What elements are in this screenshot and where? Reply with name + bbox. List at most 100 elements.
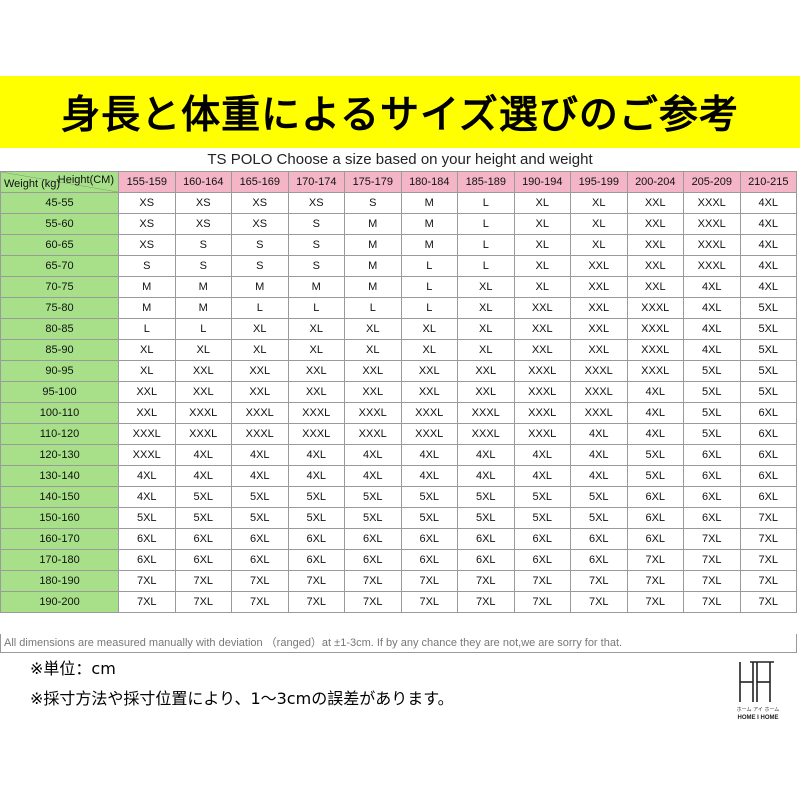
size-cell: 6XL: [174, 528, 232, 550]
size-cell: XXL: [400, 381, 458, 403]
size-cell: XL: [513, 192, 571, 214]
size-cell: 5XL: [513, 507, 571, 529]
size-cell: 6XL: [457, 528, 515, 550]
size-cell: 5XL: [513, 486, 571, 508]
size-cell: XS: [287, 192, 345, 214]
size-cell: XXXL: [457, 423, 515, 445]
size-cell: 6XL: [739, 486, 797, 508]
size-cell: XXL: [118, 381, 176, 403]
size-cell: XXXL: [570, 381, 628, 403]
size-cell: S: [118, 255, 176, 277]
size-cell: 5XL: [626, 444, 684, 466]
size-cell: 5XL: [683, 423, 741, 445]
size-cell: XXL: [513, 339, 571, 361]
table-row: 170-180 6XL 6XL 6XL 6XL 6XL 6XL 6XL 6XL 6XL 7XL 7XL…: [0, 549, 797, 571]
size-cell: 4XL: [739, 276, 797, 298]
size-cell: M: [344, 234, 402, 256]
size-cell: XL: [457, 339, 515, 361]
size-cell: M: [174, 276, 232, 298]
size-cell: 6XL: [513, 528, 571, 550]
size-cell: M: [400, 192, 458, 214]
size-cell: 5XL: [231, 507, 289, 529]
size-cell: 6XL: [174, 549, 232, 571]
size-cell: 6XL: [739, 444, 797, 466]
size-cell: XXXL: [570, 402, 628, 424]
weight-range-cell: 140-150: [0, 486, 119, 508]
height-range-header: 170-174: [287, 171, 345, 193]
size-cell: XXL: [513, 297, 571, 319]
size-cell: 7XL: [231, 570, 289, 592]
size-cell: XXXL: [174, 402, 232, 424]
size-cell: L: [457, 234, 515, 256]
size-cell: 4XL: [287, 444, 345, 466]
height-range-header: 205-209: [683, 171, 741, 193]
banner-title: 身長と体重によるサイズ選びのご参考: [61, 93, 739, 138]
size-cell: XS: [174, 192, 232, 214]
size-cell: 7XL: [683, 549, 741, 571]
size-cell: 6XL: [626, 528, 684, 550]
height-range-header: 175-179: [344, 171, 402, 193]
size-cell: M: [344, 255, 402, 277]
size-cell: XXXL: [626, 318, 684, 340]
size-cell: XL: [457, 318, 515, 340]
size-cell: L: [457, 192, 515, 214]
size-cell: 5XL: [400, 507, 458, 529]
size-cell: XXXL: [231, 423, 289, 445]
weight-range-cell: 60-65: [0, 234, 119, 256]
weight-range-cell: 80-85: [0, 318, 119, 340]
size-cell: XL: [513, 255, 571, 277]
table-row: 80-85 L L XL XL XL XL XL XXL XXL XXXL 4XL 5XL: [0, 318, 797, 340]
size-cell: 4XL: [683, 297, 741, 319]
size-cell: 4XL: [513, 444, 571, 466]
table-row: 90-95 XL XXL XXL XXL XXL XXL XXL XXXL XXXL XXXL 5XL…: [0, 360, 797, 382]
table-row: 160-170 6XL 6XL 6XL 6XL 6XL 6XL 6XL 6XL 6XL 6XL 7XL…: [0, 528, 797, 550]
table-row: 75-80 M M L L L L XL XXL XXL XXXL 4XL 5XL: [0, 297, 797, 319]
size-cell: XXXL: [400, 423, 458, 445]
size-cell: 7XL: [457, 591, 515, 613]
size-cell: XXL: [118, 402, 176, 424]
size-cell: XL: [570, 192, 628, 214]
brand-logo: ホーム アイ ホーム HOME I HOME: [728, 660, 788, 726]
size-cell: S: [344, 192, 402, 214]
weight-range-cell: 150-160: [0, 507, 119, 529]
size-cell: XXXL: [118, 423, 176, 445]
size-cell: L: [118, 318, 176, 340]
size-cell: M: [231, 276, 289, 298]
size-cell: 4XL: [570, 423, 628, 445]
size-cell: XS: [174, 213, 232, 235]
weight-range-cell: 90-95: [0, 360, 119, 382]
size-cell: 4XL: [739, 255, 797, 277]
size-cell: L: [457, 255, 515, 277]
table-row: 100-110 XXL XXXL XXXL XXXL XXXL XXXL XXXL XXXL XX…: [0, 402, 797, 424]
size-cell: XL: [287, 318, 345, 340]
size-cell: 5XL: [739, 360, 797, 382]
size-cell: L: [287, 297, 345, 319]
size-cell: 4XL: [570, 465, 628, 487]
size-table: Height(CM) Weight (kg) 155-159 160-164 165…: [0, 171, 797, 613]
height-range-header: 200-204: [626, 171, 684, 193]
size-cell: 7XL: [739, 570, 797, 592]
weight-range-cell: 65-70: [0, 255, 119, 277]
size-cell: XL: [457, 276, 515, 298]
size-cell: 4XL: [626, 381, 684, 403]
size-cell: XL: [513, 213, 571, 235]
size-cell: XXXL: [683, 255, 741, 277]
weight-range-cell: 180-190: [0, 570, 119, 592]
size-cell: XS: [231, 192, 289, 214]
size-cell: XL: [344, 318, 402, 340]
size-cell: 7XL: [118, 591, 176, 613]
table-row: 150-160 5XL 5XL 5XL 5XL 5XL 5XL 5XL 5XL 5XL 6XL 6XL…: [0, 507, 797, 529]
size-cell: XL: [174, 339, 232, 361]
size-cell: 7XL: [513, 591, 571, 613]
weight-range-cell: 70-75: [0, 276, 119, 298]
weight-range-cell: 100-110: [0, 402, 119, 424]
size-cell: XXXL: [513, 402, 571, 424]
weight-axis-label: Weight (kg): [4, 178, 61, 190]
title-banner: 身長と体重によるサイズ選びのご参考: [0, 76, 800, 148]
size-cell: 7XL: [570, 570, 628, 592]
size-cell: 7XL: [739, 507, 797, 529]
table-row: 120-130 XXXL 4XL 4XL 4XL 4XL 4XL 4XL 4XL 4XL 5XL 6X…: [0, 444, 797, 466]
size-cell: L: [344, 297, 402, 319]
size-cell: 6XL: [739, 465, 797, 487]
logo-subtitle-en: HOME I HOME: [737, 715, 779, 721]
